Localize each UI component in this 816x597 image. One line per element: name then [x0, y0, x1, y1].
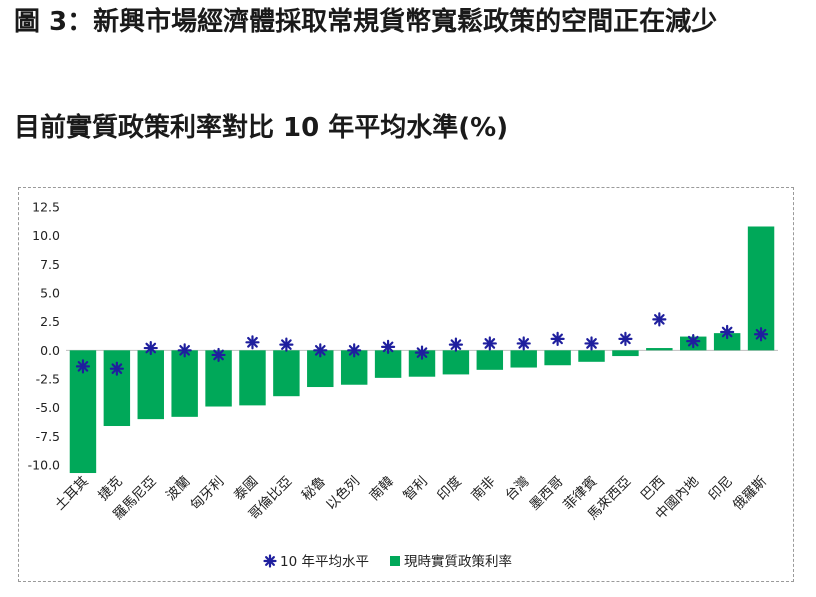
chart-frame — [18, 187, 794, 582]
avg-marker — [753, 327, 769, 342]
figure-title: 圖 3：新興市場經濟體採取常規貨幣寬鬆政策的空間正在減少 — [14, 7, 718, 37]
avg-marker — [482, 336, 497, 351]
avg-marker — [516, 336, 531, 351]
legend-label-current: 現時實質政策利率 — [404, 553, 512, 570]
legend-label-avg: 10 年平均水平 — [280, 554, 369, 570]
category-label: 南韓 — [367, 474, 397, 504]
bar — [713, 333, 741, 351]
marker-layer — [75, 312, 769, 376]
avg-marker — [618, 331, 633, 346]
y-tick-label: 2.5 — [40, 314, 60, 329]
bar — [612, 350, 639, 357]
bar — [171, 350, 198, 417]
legend: 10 年平均水平 現時實質政策利率 — [263, 553, 512, 570]
category-label: 俄羅斯 — [730, 474, 770, 514]
avg-marker — [347, 343, 362, 358]
avg-marker — [313, 343, 328, 358]
bar — [273, 350, 300, 397]
bar — [510, 350, 537, 368]
axis-layer: 12.5 10.0 7.5 5.0 2.5 0.0 -2.5 -5.0 -7.5 -10.0 — [28, 200, 778, 473]
bar — [374, 350, 402, 378]
legend-item-avg — [263, 554, 277, 568]
y-tick-label: 5.0 — [40, 286, 60, 301]
chart-subtitle: 目前實質政策利率對比 10 年平均水準(%) — [14, 113, 509, 143]
bar — [239, 350, 266, 406]
category-label: 南非 — [468, 474, 498, 504]
avg-marker — [720, 324, 735, 340]
avg-marker — [448, 337, 464, 352]
avg-marker — [686, 334, 701, 349]
y-tick-label: -5.0 — [36, 400, 60, 415]
legend-swatch-current — [390, 556, 400, 566]
avg-marker — [75, 359, 91, 374]
avg-marker — [279, 337, 294, 352]
bar — [442, 350, 470, 375]
bar — [578, 350, 605, 362]
category-label: 匈牙利 — [187, 474, 227, 514]
avg-marker — [550, 331, 565, 346]
y-tick-label: -7.5 — [36, 429, 60, 444]
y-tick-label: 12.5 — [32, 200, 60, 215]
y-tick-label: 7.5 — [40, 257, 60, 272]
avg-marker — [143, 340, 158, 356]
category-label: 印度 — [434, 474, 464, 504]
category-label: 土耳其 — [52, 474, 92, 514]
category-label: 智利 — [400, 474, 430, 504]
avg-marker — [245, 335, 260, 350]
bar — [646, 348, 673, 351]
category-label: 以色列 — [322, 473, 363, 514]
bar — [544, 350, 571, 366]
avg-marker — [177, 343, 192, 358]
bar — [476, 350, 504, 370]
avg-marker — [211, 347, 226, 363]
y-tick-label: -10.0 — [28, 458, 60, 473]
category-label: 墨西哥 — [526, 474, 566, 514]
y-tick-label: -2.5 — [36, 372, 60, 387]
avg-marker — [652, 312, 667, 327]
avg-marker — [584, 336, 599, 351]
avg-marker — [109, 361, 124, 376]
bar — [137, 350, 164, 420]
y-tick-label: 10.0 — [32, 228, 60, 243]
avg-marker — [380, 339, 396, 354]
y-tick-label: 0.0 — [40, 343, 60, 358]
avg-marker — [414, 345, 430, 360]
